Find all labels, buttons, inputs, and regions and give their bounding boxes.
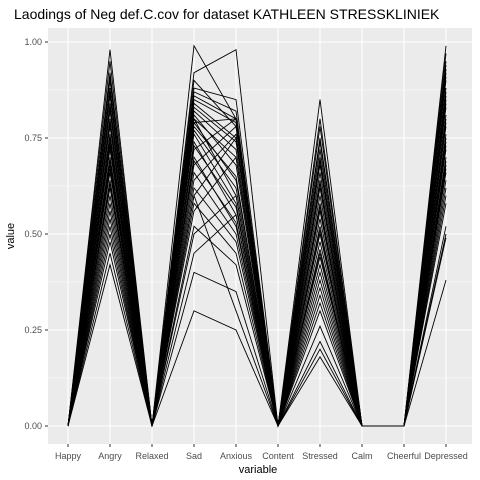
x-tick-label: Sad bbox=[186, 451, 202, 461]
series-lines bbox=[67, 44, 447, 428]
x-tick-label: Anxious bbox=[220, 451, 253, 461]
x-tick-label: Content bbox=[262, 451, 294, 461]
y-tick-label: 0.25 bbox=[24, 325, 42, 335]
y-axis-title: value bbox=[5, 223, 17, 249]
x-tick-label: Relaxed bbox=[135, 451, 168, 461]
x-tick-label: Angry bbox=[98, 451, 122, 461]
y-tick-label: 0.75 bbox=[24, 133, 42, 143]
y-tick-label: 0.00 bbox=[24, 421, 42, 431]
x-tick-label: Calm bbox=[351, 451, 372, 461]
x-axis: Happy Angry Relaxed Sad Anxious Content Stress… bbox=[55, 444, 468, 461]
x-tick-label: Stressed bbox=[302, 451, 338, 461]
y-tick-label: 0.50 bbox=[24, 229, 42, 239]
chart-title: Laodings of Neg def.C.cov for dataset KA… bbox=[14, 6, 440, 22]
y-tick-label: 1.00 bbox=[24, 37, 42, 47]
x-tick-label: Cheerful bbox=[387, 451, 421, 461]
x-tick-label: Depressed bbox=[424, 451, 468, 461]
x-axis-title: variable bbox=[239, 464, 278, 476]
x-tick-label: Happy bbox=[55, 451, 82, 461]
y-axis: 0.00 0.25 0.50 0.75 1.00 bbox=[24, 37, 48, 431]
series-line-36 bbox=[67, 159, 447, 427]
